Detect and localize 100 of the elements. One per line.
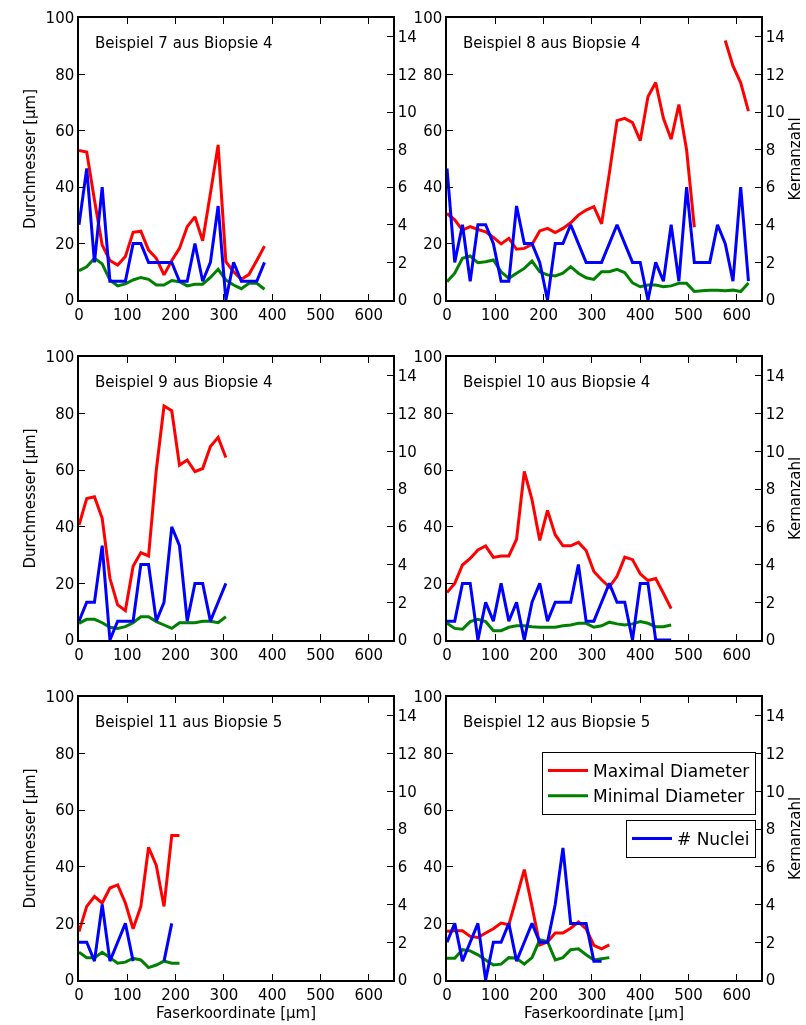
y-tick-label: 20: [423, 914, 443, 933]
y2-tick-label: 0: [765, 971, 776, 990]
x-tick-label: 100: [112, 645, 142, 664]
y2-tick-label: 14: [765, 707, 785, 726]
x-tick-label: 500: [674, 305, 703, 324]
x-tick-label: 200: [161, 985, 190, 1004]
y2-tick-label: 0: [397, 971, 408, 990]
y-tick-label: 80: [423, 404, 443, 423]
y2-tick-label: 2: [397, 933, 408, 952]
text: Beispiel 12 aus Biopsie 5: [463, 713, 651, 731]
x-tick-label: 600: [354, 985, 384, 1004]
y-tick-label: 60: [55, 801, 75, 820]
y2-tick-label: 2: [397, 253, 408, 272]
y2-axis-title: Kernanzahl: [786, 456, 805, 541]
y2-tick-label: 12: [765, 744, 785, 763]
y2-tick-label: 6: [397, 858, 408, 877]
y-tick-label: 20: [423, 234, 443, 253]
y-tick-label: 100: [413, 688, 443, 707]
text: Beispiel 7 aus Biopsie 4: [95, 34, 273, 52]
y2-tick-label: 0: [765, 291, 776, 310]
y2-tick-label: 0: [397, 631, 408, 650]
y-tick-label: 60: [55, 122, 75, 141]
x-tick-label: 400: [257, 985, 287, 1004]
x-tick-label: 600: [722, 645, 752, 664]
x-tick-label: 400: [625, 305, 655, 324]
y2-tick-label: 10: [397, 442, 417, 461]
x-tick-label: 300: [577, 305, 607, 324]
line-series: [447, 166, 750, 300]
x-tick-label: 600: [354, 645, 384, 664]
y-tick-label: 20: [55, 914, 75, 933]
y-tick-label: 20: [55, 574, 75, 593]
y-tick-label: 0: [432, 971, 443, 990]
y-tick-label: 40: [55, 858, 75, 877]
y-tick-label: 80: [55, 404, 75, 423]
y-tick-label: 100: [45, 688, 75, 707]
x-tick-label: 500: [674, 985, 703, 1004]
x-tick-label: 200: [529, 645, 558, 664]
line-series: [447, 846, 604, 980]
text: Beispiel 10 aus Biopsie 4: [463, 373, 651, 391]
y-axis-title: Durchmesser [μm]: [21, 88, 40, 230]
x-tick-label: 500: [306, 305, 335, 324]
line-series: [79, 404, 228, 613]
y-tick-label: 80: [423, 744, 443, 763]
y2-tick-label: 6: [397, 518, 408, 537]
y2-tick-label: 2: [765, 933, 776, 952]
x-tick-label: 100: [480, 985, 510, 1004]
legend-label: # Nuclei: [677, 829, 750, 850]
y2-tick-label: 6: [765, 178, 776, 197]
x-axis-title: Faserkoordinate [μm]: [523, 1003, 685, 1022]
y2-tick-label: 12: [765, 65, 785, 84]
y2-tick-label: 2: [765, 253, 776, 272]
y2-tick-label: 6: [765, 518, 776, 537]
y2-tick-label: 4: [765, 555, 776, 574]
line-series: [447, 563, 673, 640]
x-tick-label: 500: [306, 985, 335, 1004]
x-tick-label: 400: [625, 985, 655, 1004]
y2-tick-label: 12: [397, 744, 417, 763]
y-axis-title: Durchmesser [μm]: [21, 428, 40, 569]
y2-tick-label: 6: [397, 178, 408, 197]
x-tick-label: 200: [529, 985, 558, 1004]
x-tick-label: 500: [674, 645, 703, 664]
y2-tick-label: 10: [765, 782, 785, 801]
legend-label: Minimal Diameter: [593, 786, 745, 807]
line-series: [447, 469, 673, 611]
x-tick-label: 300: [209, 305, 239, 324]
x-tick-label: 100: [480, 645, 510, 664]
y-tick-label: 20: [55, 234, 75, 253]
x-tick-label: 200: [529, 305, 558, 324]
line-series: [79, 166, 266, 300]
y-tick-label: 100: [45, 348, 75, 367]
x-tick-label: 600: [354, 305, 384, 324]
y2-tick-label: 8: [397, 140, 408, 159]
text: Beispiel 8 aus Biopsie 4: [463, 34, 641, 52]
text: Beispiel 9 aus Biopsie 4: [95, 373, 273, 391]
y2-tick-label: 8: [397, 820, 408, 839]
y-tick-label: 40: [423, 178, 443, 197]
y-tick-label: 40: [423, 858, 443, 877]
y2-tick-label: 14: [765, 28, 785, 47]
y2-tick-label: 12: [397, 404, 417, 423]
x-tick-label: 200: [161, 305, 190, 324]
y2-tick-label: 4: [397, 216, 408, 235]
y2-tick-label: 2: [397, 593, 408, 612]
y2-tick-label: 8: [397, 480, 408, 499]
x-tick-label: 300: [577, 645, 607, 664]
y-tick-label: 60: [423, 461, 443, 480]
x-tick-label: 400: [257, 645, 287, 664]
line-series: [79, 615, 228, 630]
y-tick-label: 0: [432, 631, 443, 650]
x-tick-label: 100: [480, 305, 510, 324]
y-tick-label: 100: [413, 348, 443, 367]
x-tick-label: 600: [722, 985, 752, 1004]
y-tick-label: 60: [423, 122, 443, 141]
line-series: [447, 254, 750, 294]
y2-tick-label: 12: [765, 404, 785, 423]
y2-tick-label: 0: [397, 291, 408, 310]
y2-tick-label: 8: [765, 480, 776, 499]
y2-tick-label: 14: [765, 367, 785, 386]
y2-tick-label: 14: [397, 28, 417, 47]
x-tick-label: 300: [209, 985, 239, 1004]
y2-tick-label: 8: [765, 140, 776, 159]
